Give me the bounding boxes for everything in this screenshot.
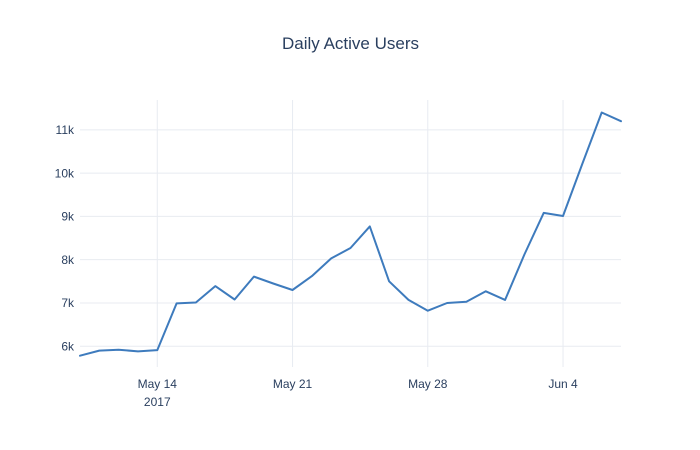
y-tick-label: 10k	[55, 166, 75, 180]
y-tick-label: 8k	[61, 253, 75, 267]
x-tick-label: Jun 4	[548, 377, 578, 391]
y-tick-label: 9k	[61, 210, 75, 224]
y-tick-label: 11k	[56, 123, 75, 137]
data-series-line	[79, 111, 622, 357]
x-tick-label: May 14	[138, 377, 178, 391]
y-tick-label: 7k	[61, 296, 75, 310]
chart-title: Daily Active Users	[282, 34, 419, 53]
y-tick-label: 6k	[61, 339, 75, 353]
x-tick-label: May 28	[408, 377, 448, 391]
x-tick-label: May 21	[273, 377, 313, 391]
x-tick-year-label: 2017	[144, 395, 171, 409]
